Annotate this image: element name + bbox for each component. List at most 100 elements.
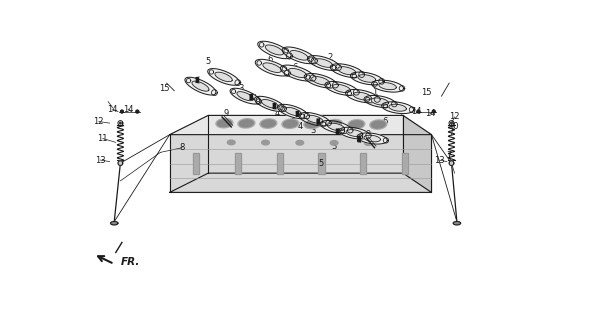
Polygon shape [417, 110, 420, 113]
Polygon shape [346, 130, 363, 137]
Polygon shape [307, 56, 340, 70]
Ellipse shape [330, 140, 338, 145]
Ellipse shape [349, 121, 363, 128]
Polygon shape [119, 162, 121, 164]
Text: 14: 14 [411, 107, 421, 116]
Polygon shape [364, 95, 396, 108]
Polygon shape [403, 116, 431, 192]
Polygon shape [237, 92, 254, 100]
Text: 11: 11 [97, 134, 108, 143]
Polygon shape [379, 83, 396, 90]
Polygon shape [357, 133, 387, 144]
Polygon shape [136, 110, 139, 113]
Ellipse shape [371, 121, 385, 128]
Polygon shape [325, 82, 358, 95]
Polygon shape [320, 121, 352, 133]
Text: FR.: FR. [121, 257, 141, 267]
Polygon shape [121, 110, 124, 113]
Text: 1: 1 [372, 88, 377, 97]
Ellipse shape [239, 120, 253, 127]
Polygon shape [192, 81, 209, 91]
Bar [277, 153, 283, 174]
Polygon shape [304, 74, 337, 88]
Text: 2: 2 [327, 53, 333, 62]
Text: 4: 4 [252, 94, 257, 103]
Bar [193, 153, 199, 174]
Text: 3: 3 [290, 112, 296, 121]
Ellipse shape [216, 118, 233, 128]
Polygon shape [170, 135, 431, 192]
Polygon shape [170, 116, 431, 135]
Text: 6: 6 [359, 74, 365, 83]
Text: 15: 15 [421, 88, 431, 97]
Polygon shape [451, 122, 452, 124]
Polygon shape [261, 100, 278, 108]
Text: 4: 4 [275, 109, 280, 118]
Polygon shape [346, 90, 379, 103]
Bar [318, 153, 324, 174]
Text: 13: 13 [95, 156, 106, 164]
Text: 6: 6 [292, 63, 298, 72]
Polygon shape [312, 76, 330, 85]
Bar [361, 153, 366, 174]
Polygon shape [372, 80, 403, 92]
Polygon shape [338, 67, 356, 75]
Polygon shape [327, 123, 345, 131]
Polygon shape [364, 135, 380, 142]
Polygon shape [258, 41, 291, 59]
Bar [318, 153, 324, 174]
Polygon shape [350, 72, 383, 85]
Text: 3: 3 [310, 126, 315, 135]
Polygon shape [333, 84, 350, 92]
Polygon shape [215, 72, 232, 82]
Polygon shape [110, 221, 118, 225]
Polygon shape [290, 51, 308, 60]
Polygon shape [255, 59, 289, 76]
Text: 9: 9 [366, 130, 371, 139]
Polygon shape [208, 68, 239, 85]
Ellipse shape [217, 120, 231, 127]
Polygon shape [255, 96, 285, 111]
Bar [361, 153, 366, 174]
Ellipse shape [262, 140, 269, 145]
Text: 1: 1 [398, 109, 403, 118]
Polygon shape [185, 77, 216, 95]
Bar [235, 153, 241, 174]
Text: 13: 13 [434, 156, 444, 164]
Text: 7: 7 [447, 151, 452, 160]
Ellipse shape [260, 119, 277, 128]
Bar [193, 153, 199, 174]
Ellipse shape [283, 120, 297, 127]
Text: 6: 6 [383, 117, 388, 126]
Polygon shape [277, 104, 308, 119]
Text: 12: 12 [94, 117, 104, 126]
Polygon shape [299, 113, 330, 126]
Text: 14: 14 [108, 105, 118, 114]
Text: 4: 4 [298, 123, 303, 132]
Polygon shape [330, 64, 364, 78]
Bar [277, 153, 283, 174]
Polygon shape [381, 102, 413, 114]
Polygon shape [263, 63, 282, 72]
Bar [235, 153, 241, 174]
Ellipse shape [326, 119, 343, 129]
Bar [402, 153, 409, 174]
Ellipse shape [282, 119, 299, 128]
Ellipse shape [370, 120, 387, 129]
Ellipse shape [238, 119, 255, 128]
Polygon shape [119, 122, 121, 124]
Text: 10: 10 [448, 123, 459, 132]
Text: 3: 3 [239, 84, 244, 93]
Text: 14: 14 [123, 105, 133, 114]
Polygon shape [285, 108, 301, 116]
Ellipse shape [327, 121, 341, 128]
Text: 1: 1 [344, 65, 349, 74]
Bar [402, 153, 409, 174]
Polygon shape [371, 98, 388, 105]
Text: 8: 8 [179, 143, 185, 152]
Text: 15: 15 [159, 84, 169, 93]
Polygon shape [339, 127, 370, 139]
Polygon shape [451, 162, 453, 164]
Text: 5: 5 [206, 57, 211, 66]
Text: 14: 14 [425, 109, 435, 118]
